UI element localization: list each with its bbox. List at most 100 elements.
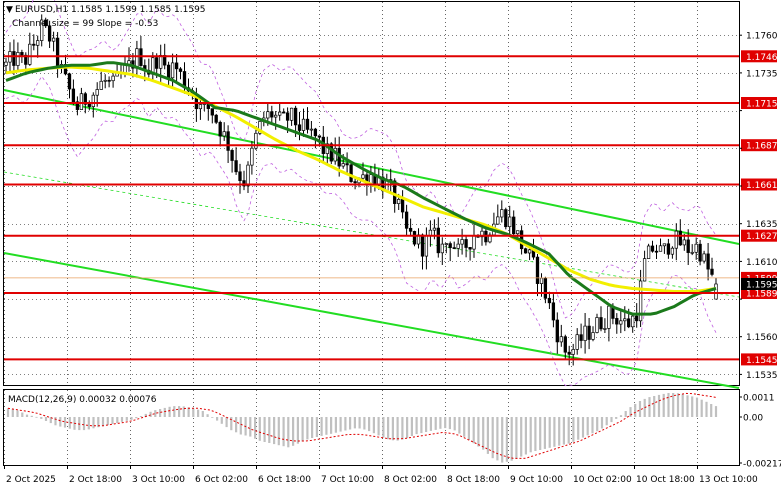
candle [508,205,512,236]
candle [698,239,702,266]
candle-body-bear [305,118,310,130]
candle [496,204,500,225]
macd-bar [581,417,585,438]
macd-bar [406,417,409,439]
candle [654,244,659,259]
candle-body-bear [155,57,159,69]
candle [242,170,246,191]
candle-body-bear [107,79,111,82]
candle [44,17,48,28]
price-tick-label: 1.1735 [746,69,778,79]
level-price-label: 1.1661 [741,178,778,191]
level-price-label: 1.1545 [741,353,778,366]
candle-body-bull [99,80,103,90]
candle-body-bear [686,239,690,253]
macd-bar [87,417,90,430]
candle-body-bull [361,174,365,179]
symbol-arrow-icon[interactable]: ▼ [6,5,13,15]
macd-bar [624,411,627,417]
candle-body-bear [20,52,24,56]
macd-bar [686,395,689,417]
candle [650,240,655,253]
macd-bar [21,412,24,417]
macd-bar [106,417,109,426]
macd-bar [643,398,646,417]
candle-body-bull [460,239,464,245]
candle-body-bear [436,227,440,254]
macd-histogram [6,392,718,463]
candle [702,250,706,264]
macd-bar [54,417,57,426]
time-tick-label: 10 Oct 02:00 [573,475,632,485]
support-resistance-levels: 1.17461.17151.16871.16611.16271.15891.15… [4,50,778,366]
macd-bar [239,417,242,435]
candle-body-bear [587,325,591,340]
candle [67,72,72,99]
candle [571,343,575,366]
macd-bar [201,411,204,417]
candle [40,14,44,47]
candle [583,313,587,354]
candle-body-bear [353,181,357,184]
candle [523,247,528,254]
candle-body-bear [452,247,456,249]
candle [4,57,8,74]
macd-bar [306,417,309,440]
macd-bar [534,417,537,451]
candle [591,326,595,342]
candle [174,54,179,82]
candle [361,162,365,181]
candle-body-bear [44,19,48,27]
candle [555,312,559,354]
candle [412,230,417,247]
candle [504,207,508,230]
candle-body-bull [559,336,563,343]
macd-bar [653,396,656,417]
candle-body-bear [563,336,567,353]
candle [75,96,80,116]
candle-body-bear [579,334,583,341]
channel-middle-line [3,171,740,298]
macd-bar [368,417,371,432]
candle-body-bull [258,121,262,134]
candle [250,141,254,175]
macd-bar [363,417,366,430]
macd-bar [68,417,71,429]
candle-body-bear [285,112,290,121]
macd-bar [629,407,632,417]
macd-bar [657,394,661,417]
slow-moving-average-line [5,65,717,293]
candle [579,323,583,349]
macd-bar [586,417,589,436]
macd-bar [520,417,523,457]
macd-tick-label: 0.0011 [743,394,775,404]
candle-body-bear [71,88,76,103]
candle-body-bear [178,68,183,72]
candle [559,324,563,347]
candle-body-bear [706,253,710,270]
macd-bar [97,417,100,428]
candle-body-bear [238,171,242,181]
macd-axis: 0.0011 0.00 -0.00217 [739,394,781,470]
candle [512,210,516,237]
macd-bar [235,417,238,433]
macd-bar [287,417,290,448]
candle [274,111,278,130]
candle [289,107,294,126]
macd-bar [615,417,618,419]
candle-body-bull [480,230,484,238]
candle-body-bull [4,61,8,66]
macd-bar [358,417,361,429]
candle-body-bear [404,211,409,229]
macd-bar [139,416,143,417]
candle [254,129,258,150]
macd-bar [230,417,233,431]
level-price-label: 1.1746 [741,50,778,63]
candle-body-bull [603,328,607,330]
macd-bar [168,406,171,417]
macd-bar [648,397,651,417]
candle-body-bull [16,52,20,66]
candle-body-bull [440,243,444,254]
candle [452,241,456,250]
